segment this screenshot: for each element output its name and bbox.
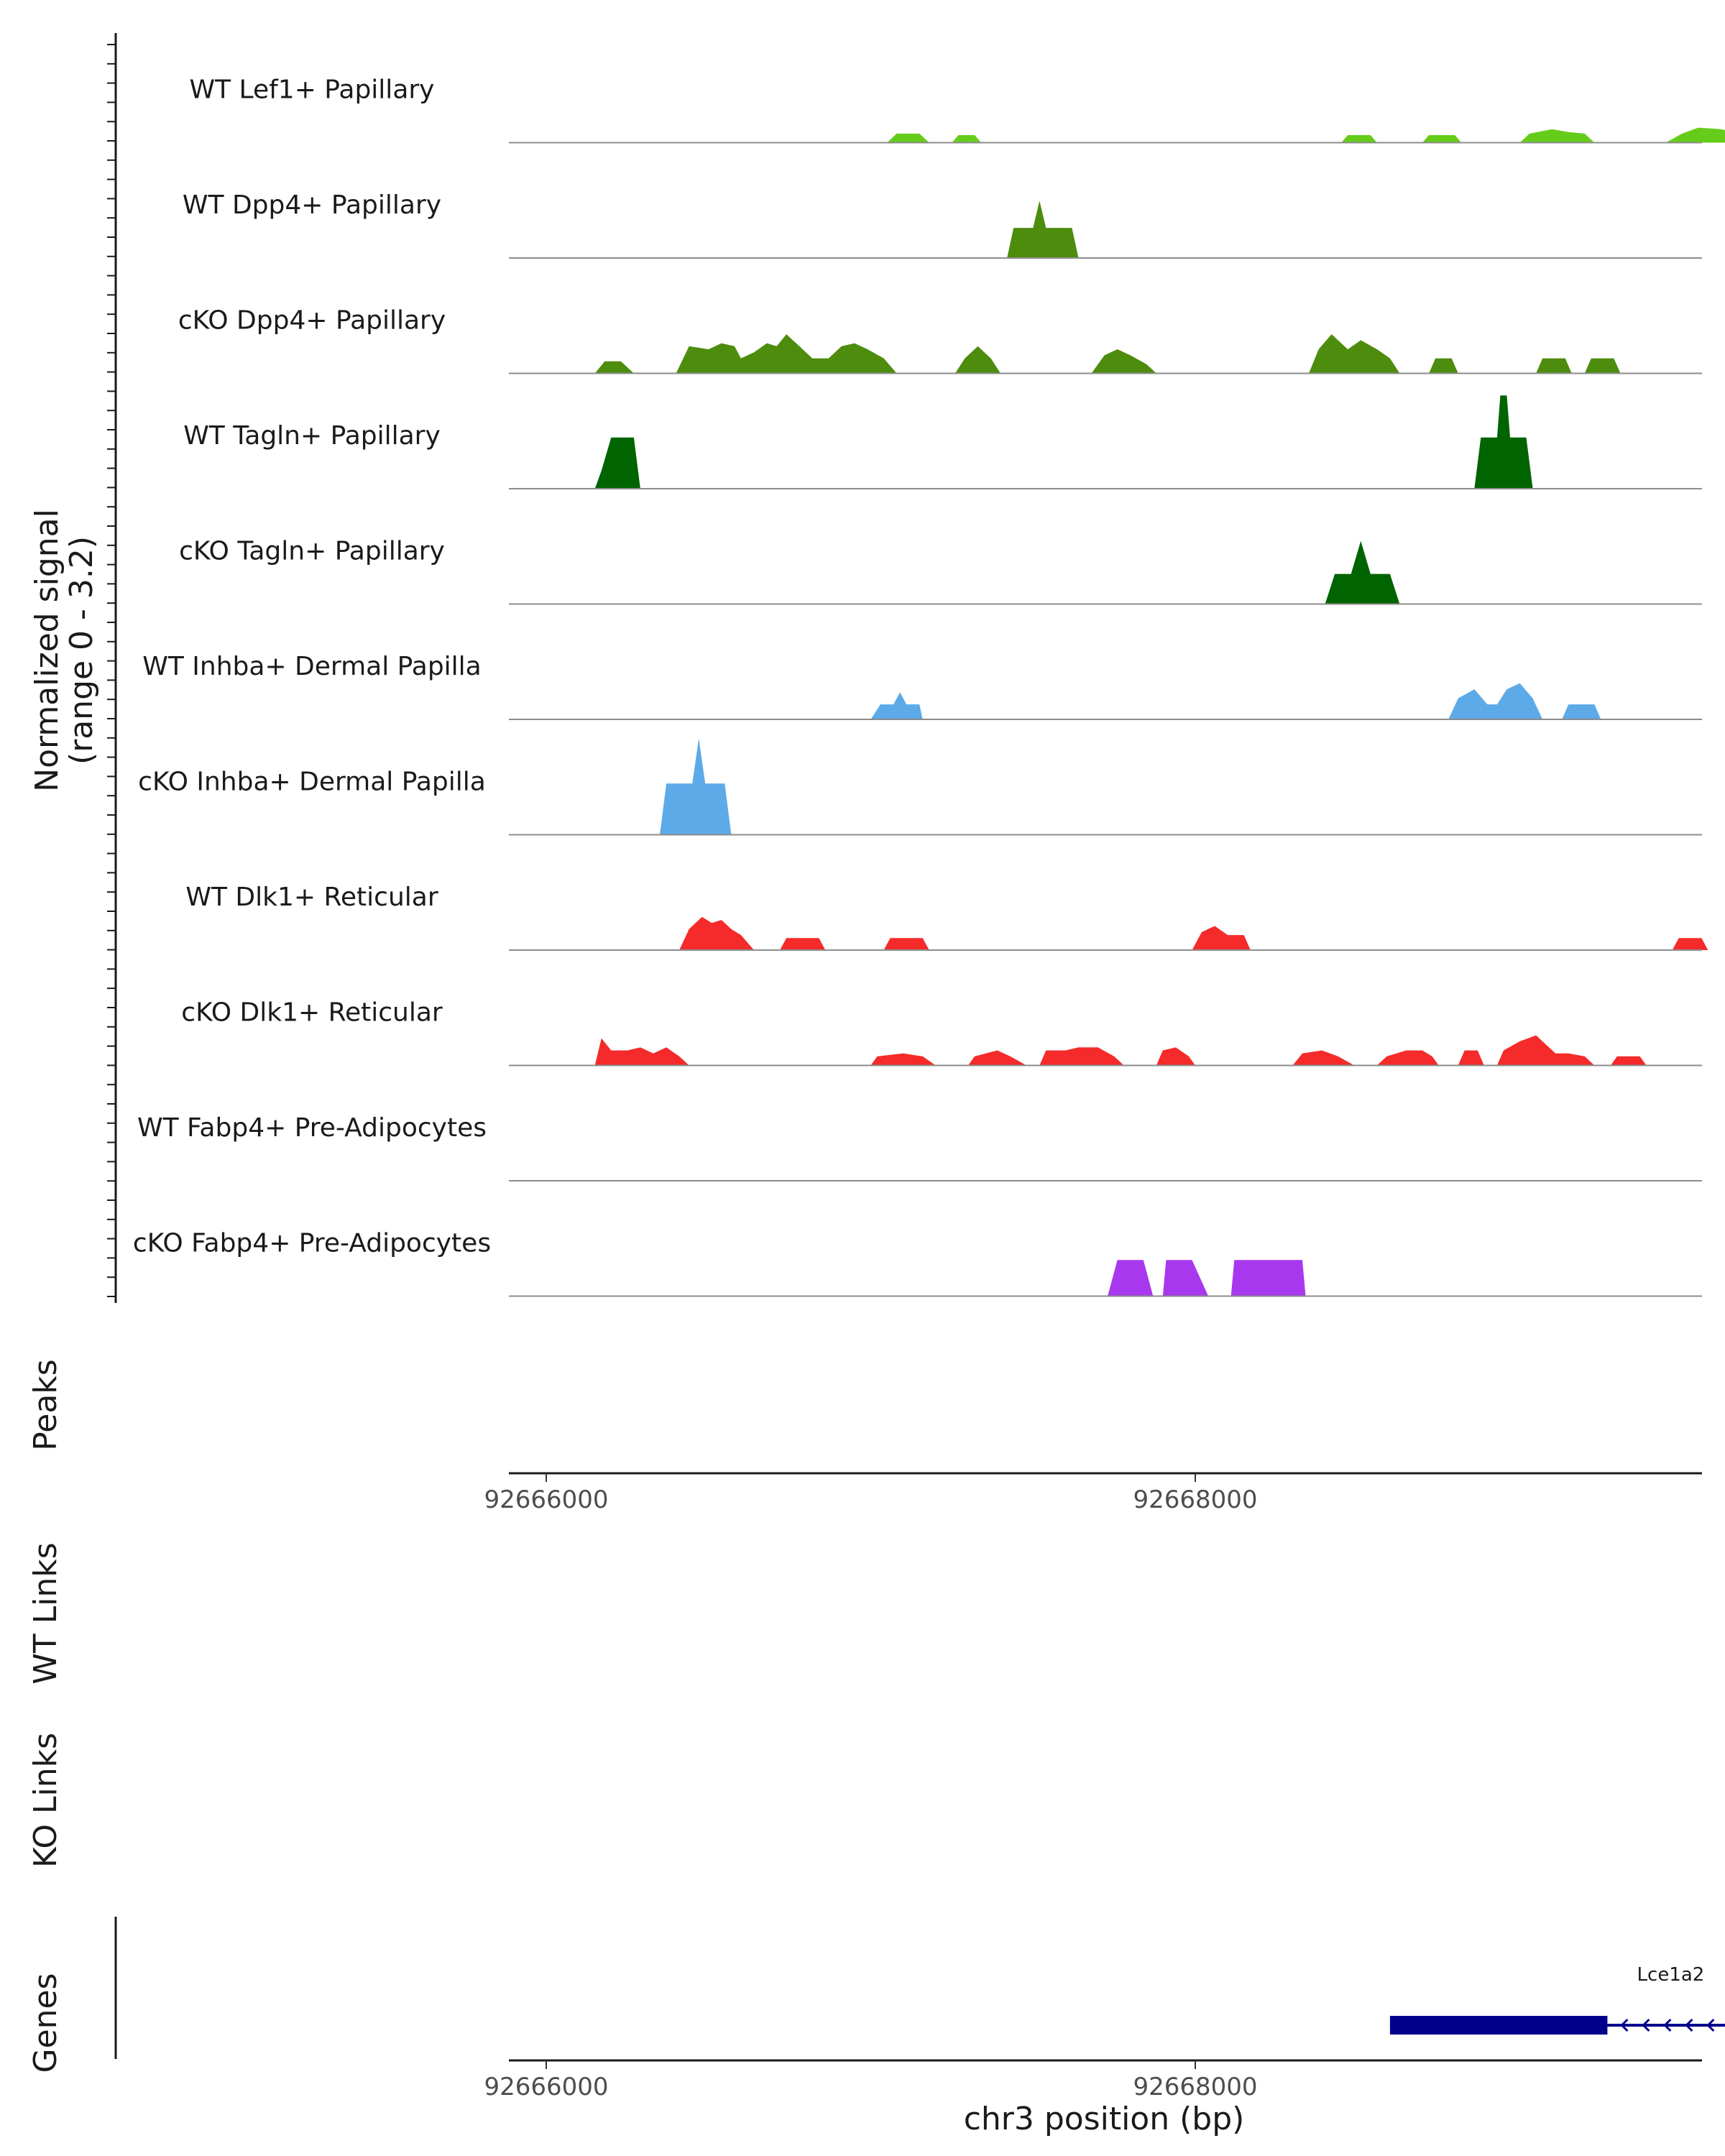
y-axis-title-line2: (range 0 - 3.2) — [63, 536, 100, 765]
track-label: cKO Tagln+ Papillary — [179, 537, 445, 566]
track-area — [594, 334, 1725, 374]
track-label: WT Tagln+ Papillary — [183, 421, 441, 451]
track-area — [679, 916, 1708, 950]
track-label: WT Inhba+ Dermal Papilla — [142, 652, 481, 681]
track-area — [1007, 201, 1079, 258]
x-tick-label: 92668000 — [1133, 1485, 1257, 1514]
track-7: cKO Inhba+ Dermal Papilla — [138, 738, 1702, 836]
track-11: cKO Fabp4+ Pre-Adipocytes — [133, 1229, 1725, 1297]
track-1: WT Lef1+ Papillary — [190, 75, 1725, 144]
track-3: cKO Dpp4+ Papillary — [178, 306, 1725, 374]
genes-x-axis: 92666000926680009267000092672000 — [484, 2059, 1702, 2101]
gene-strand-arrow — [1620, 2018, 1629, 2032]
track-label: cKO Dpp4+ Papillary — [178, 306, 446, 336]
track-9: cKO Dlk1+ Reticular — [181, 998, 1725, 1067]
track-label: cKO Dlk1+ Reticular — [181, 998, 443, 1028]
track-6: WT Inhba+ Dermal Papilla — [142, 652, 1725, 720]
y-axis-title: Normalized signal (range 0 - 3.2) — [29, 509, 100, 792]
track-area — [660, 738, 732, 835]
gene-strand-arrow — [1685, 2018, 1693, 2032]
x-tick-label: 92666000 — [484, 1485, 608, 1514]
track-5: cKO Tagln+ Papillary — [179, 537, 1702, 605]
gene-exon — [1389, 2016, 1608, 2035]
axis-layer: 9266600092668000926700009267200092666000… — [107, 33, 1702, 2101]
track-area — [1325, 540, 1400, 604]
track-area — [870, 683, 1725, 719]
track-label: cKO Fabp4+ Pre-Adipocytes — [133, 1229, 491, 1258]
track-area — [594, 395, 1533, 489]
x-axis-title: chr3 position (bp) — [964, 2101, 1245, 2137]
gene-Lce1a2: Lce1a2 — [1389, 1964, 1725, 2035]
track-label: WT Fabp4+ Pre-Adipocytes — [137, 1113, 487, 1143]
track-area — [887, 127, 1725, 143]
track-label: WT Lef1+ Papillary — [190, 75, 435, 105]
track-8: WT Dlk1+ Reticular — [185, 883, 1708, 951]
gene-layer: Lce1a2 — [114, 1917, 1725, 2059]
wt-links-section-label: WT Links — [27, 1542, 64, 1684]
track-label: cKO Inhba+ Dermal Papilla — [138, 768, 486, 797]
track-label: WT Dlk1+ Reticular — [185, 883, 438, 912]
x-tick-label: 92666000 — [484, 2073, 608, 2101]
gene-strand-arrow — [1663, 2018, 1672, 2032]
ko-links-section-label: KO Links — [27, 1733, 64, 1868]
track-label: WT Dpp4+ Papillary — [183, 190, 441, 220]
gene-label: Lce1a2 — [1637, 1964, 1705, 1986]
y-axis-title-line1: Normalized signal — [29, 509, 65, 792]
tracks-layer: WT Lef1+ Papillary WT Dpp4+ Papillary cKO … — [133, 75, 1725, 1297]
peaks-x-axis: 92666000926680009267000092672000 — [484, 1472, 1702, 1514]
track-area — [594, 1035, 1725, 1066]
gene-strand-arrow — [1706, 2018, 1715, 2032]
track-4: WT Tagln+ Papillary — [183, 395, 1702, 489]
track-area — [1108, 1260, 1725, 1296]
x-tick-label: 92668000 — [1133, 2073, 1257, 2101]
gene-strand-arrow — [1642, 2018, 1650, 2032]
peaks-section-label: Peaks — [27, 1359, 64, 1450]
genes-section-label: Genes — [27, 1973, 64, 2073]
track-2: WT Dpp4+ Papillary — [183, 190, 1702, 259]
track-10: WT Fabp4+ Pre-Adipocytes — [137, 1113, 1702, 1181]
